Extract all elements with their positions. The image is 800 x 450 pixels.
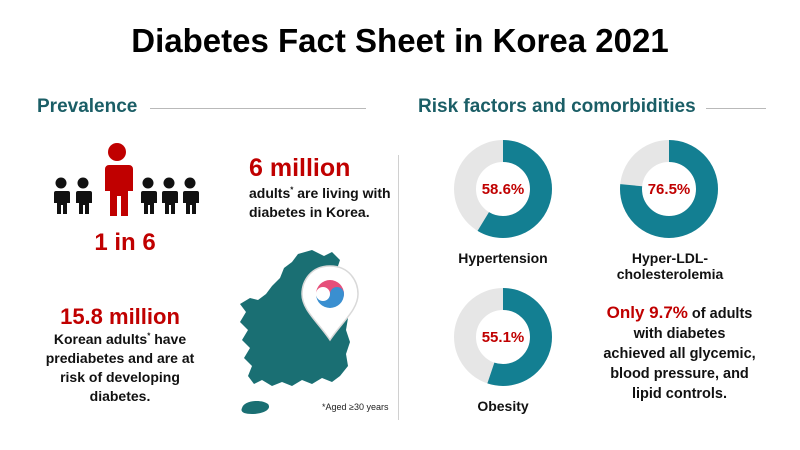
person-icon xyxy=(54,177,70,214)
ratio-stat: 1 in 6 xyxy=(94,229,156,256)
donut-value-obesity: 55.1% xyxy=(482,329,525,346)
highlighted-person-icon xyxy=(105,143,133,216)
prevalence-heading: Prevalence xyxy=(37,96,138,117)
donut-arc-hypertension xyxy=(454,140,552,238)
adults-text-3: diabetes in Korea. xyxy=(249,204,370,220)
donut-arc-obesity xyxy=(454,288,552,386)
column-divider xyxy=(398,155,399,420)
prediabetes-line2: prediabetes and are at xyxy=(45,350,195,366)
control-statement: Only 9.7% of adults with diabetes achiev… xyxy=(582,303,777,404)
donut-arc-hyper-ldl xyxy=(620,140,718,238)
prediabetes-line1-b: have xyxy=(150,331,187,347)
prediabetes-line1-a: Korean adults xyxy=(53,331,148,347)
adults-text-2: are living with xyxy=(293,185,391,201)
aged-footnote: *Aged ≥30 years xyxy=(322,402,389,412)
korea-map-icon xyxy=(240,250,359,414)
adults-count-stat: 6 million xyxy=(249,154,351,182)
donut-hypertension: 58.6% xyxy=(454,140,552,238)
donut-value-hyper-ldl: 76.5% xyxy=(648,181,691,198)
donut-label-hyper-ldl: Hyper-LDL-cholesterolemia xyxy=(616,250,724,282)
adults-text-1: adults xyxy=(249,185,291,201)
control-highlight: Only 9.7% xyxy=(606,303,688,322)
control-line1-rest: of adults xyxy=(687,306,753,322)
prediabetes-count-stat: 15.8 million xyxy=(60,304,180,329)
person-icon xyxy=(183,177,199,214)
page-title: Diabetes Fact Sheet in Korea 2021 xyxy=(131,22,669,59)
donut-label-obesity: Obesity xyxy=(477,398,529,414)
people-icon-group xyxy=(54,143,199,216)
control-line4: blood pressure, and xyxy=(610,366,749,382)
asterisk-mark: * xyxy=(147,331,151,341)
donut-value-hypertension: 58.6% xyxy=(482,181,525,198)
person-icon xyxy=(141,177,157,214)
adults-description: adults* are living with diabetes in Kore… xyxy=(249,184,399,222)
risk-heading: Risk factors and comorbidities xyxy=(418,96,696,117)
location-pin-icon xyxy=(301,265,359,342)
donut-obesity: 55.1% xyxy=(454,288,552,386)
prediabetes-line3: risk of developing xyxy=(60,369,180,385)
asterisk-mark: * xyxy=(290,185,294,195)
prediabetes-line4: diabetes. xyxy=(89,388,151,404)
control-line2: with diabetes xyxy=(633,326,726,342)
jeju-island-shape xyxy=(241,400,270,414)
person-icon xyxy=(162,177,178,214)
prediabetes-description: Korean adults* have prediabetes and are … xyxy=(30,330,210,406)
prevalence-rule xyxy=(150,108,366,109)
donut-hyper-ldl: 76.5% xyxy=(620,140,718,238)
control-line3: achieved all glycemic, xyxy=(603,346,756,362)
taegeuk-blue-half xyxy=(316,287,344,308)
control-line5: lipid controls. xyxy=(631,386,728,402)
person-icon xyxy=(76,177,92,214)
donut-label-hypertension: Hypertension xyxy=(458,250,548,266)
risk-rule xyxy=(706,108,766,109)
